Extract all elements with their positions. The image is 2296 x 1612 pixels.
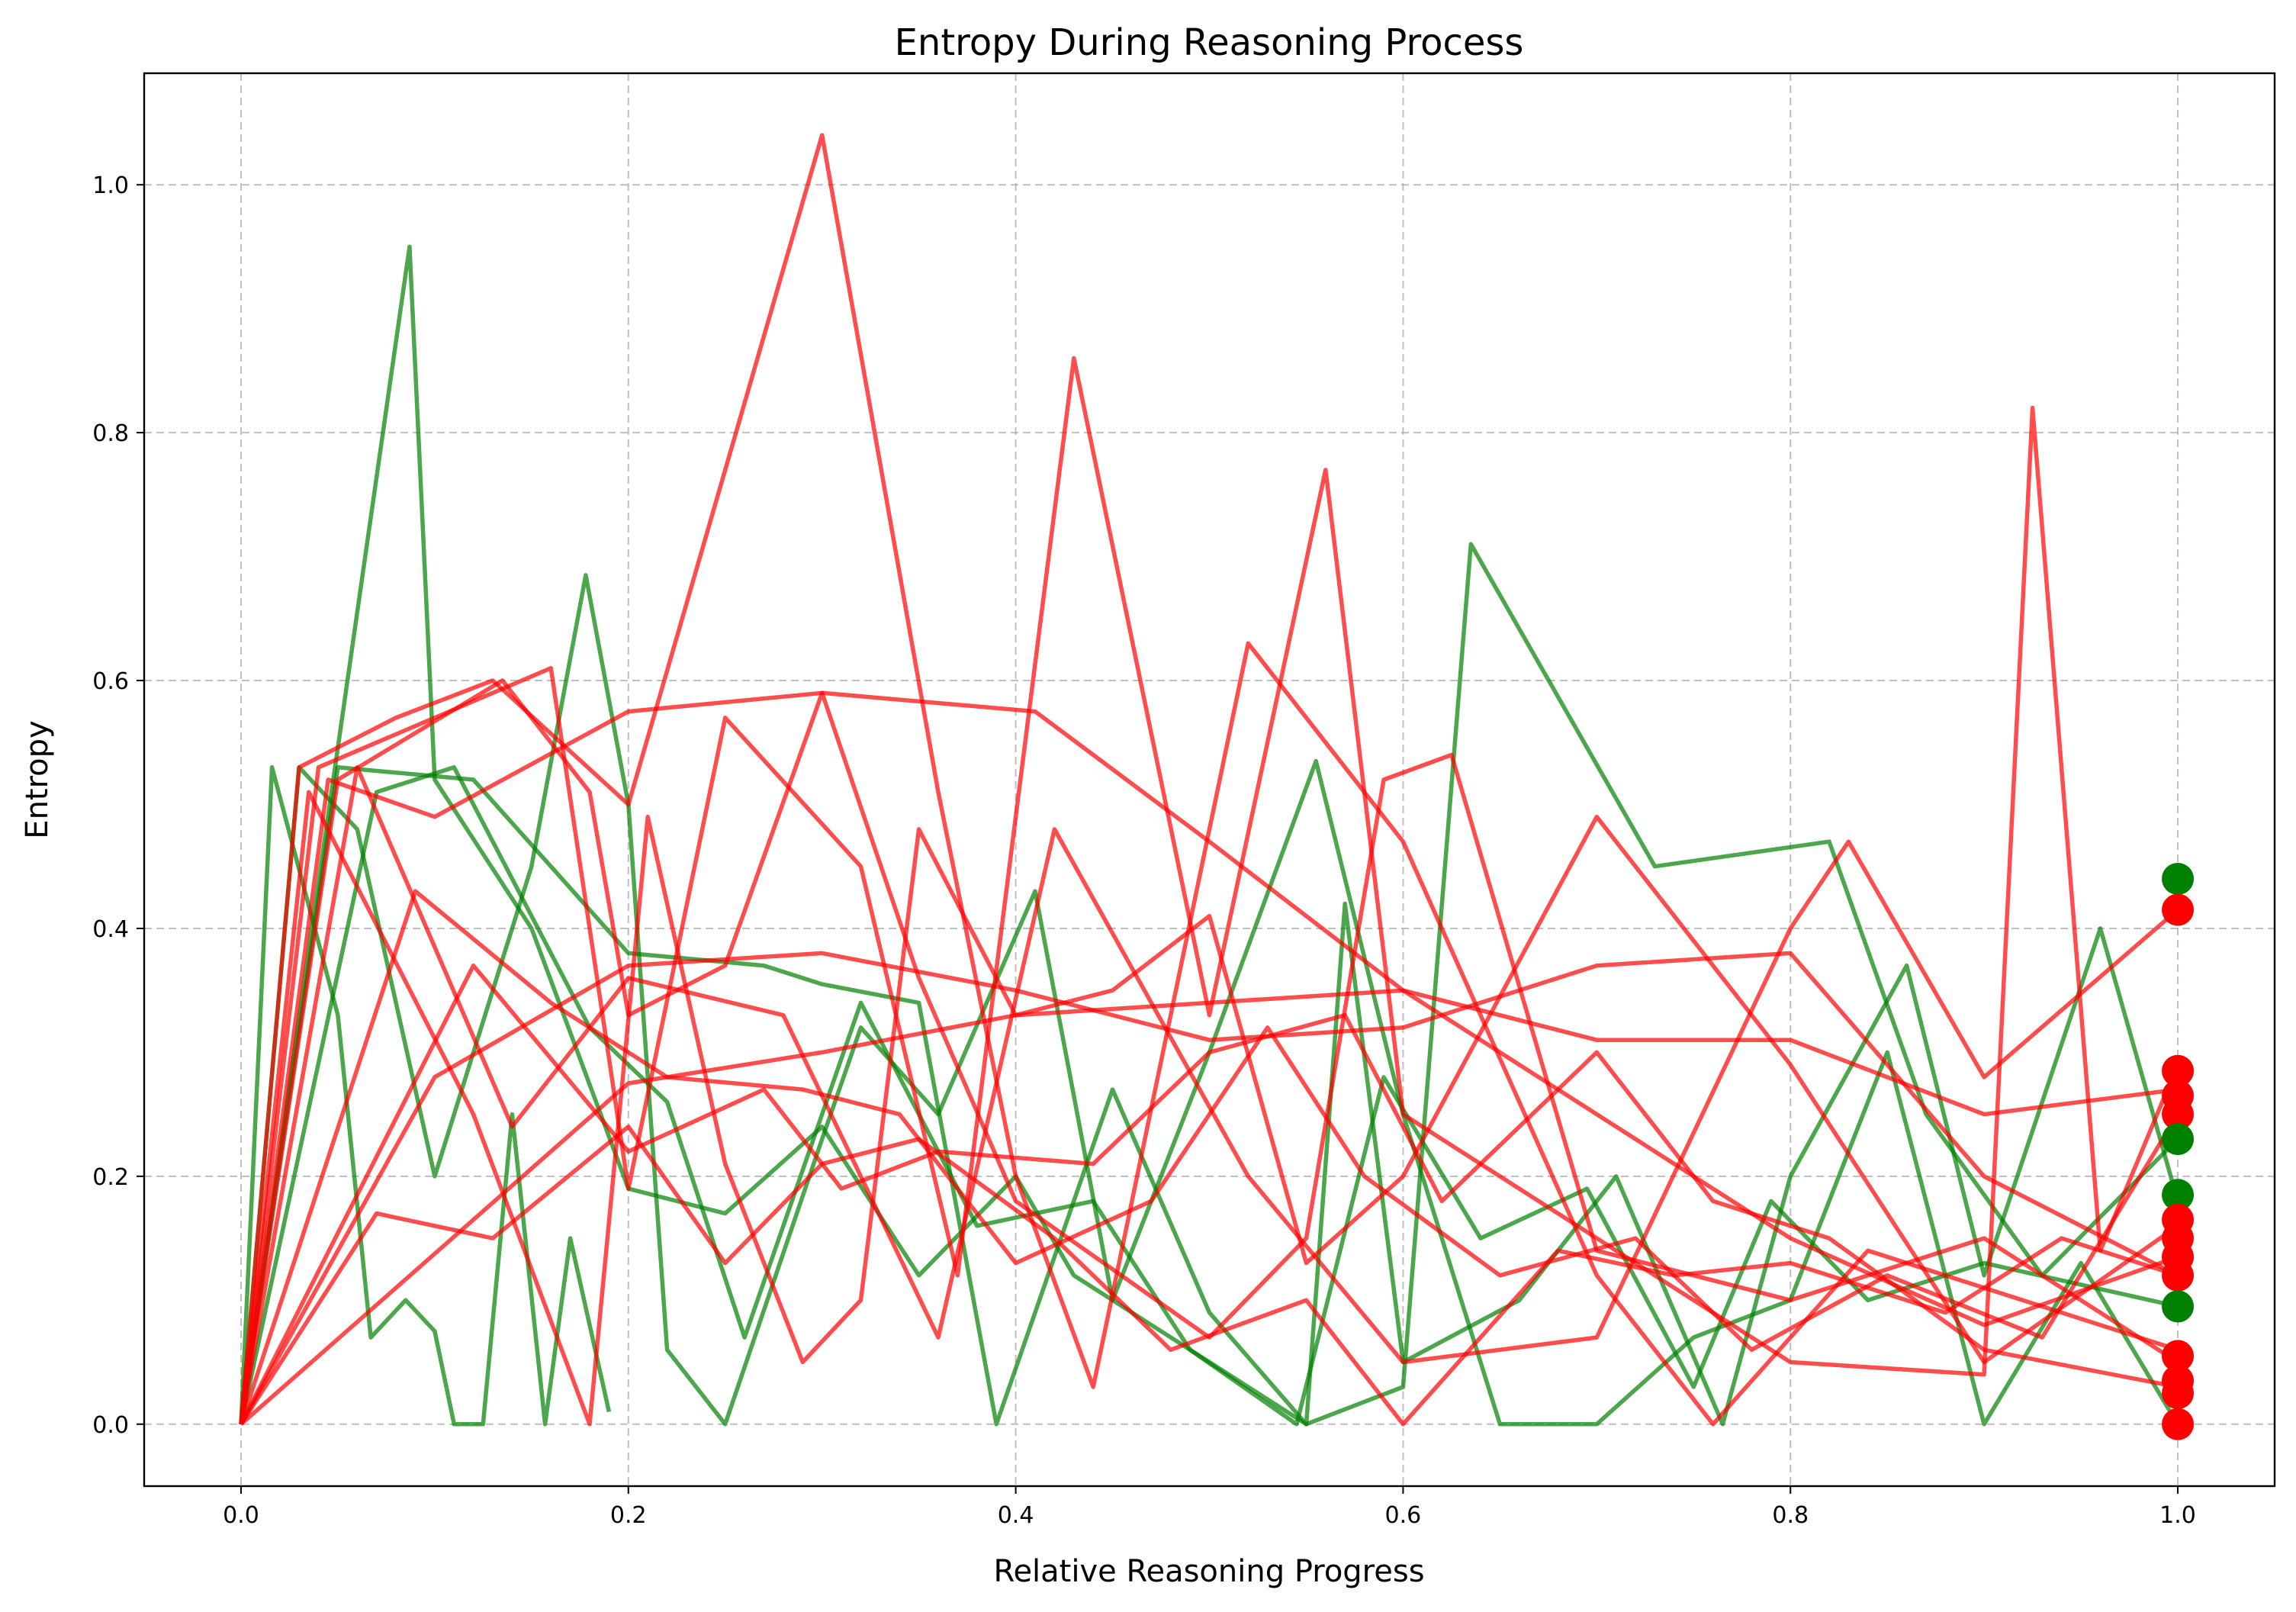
- incorrect-series-line: [239, 678, 2179, 1425]
- incorrect-end-point: [2162, 1408, 2195, 1440]
- correct-series-line: [239, 765, 2180, 1427]
- incorrect-series-line: [239, 690, 2179, 1425]
- incorrect-series-line: [239, 356, 2180, 1425]
- series-lines: [239, 133, 2180, 1427]
- correct-end-point: [2162, 1290, 2195, 1323]
- correct-end-point: [2162, 1179, 2195, 1211]
- incorrect-end-point: [2162, 1259, 2195, 1292]
- y-tick-label: 0.2: [92, 1164, 129, 1191]
- correct-series-line: [239, 765, 612, 1427]
- incorrect-series-line: [239, 951, 2179, 1426]
- x-tick-label: 0.0: [223, 1502, 259, 1529]
- incorrect-end-point: [2162, 1340, 2195, 1372]
- chart-title: Entropy During Reasoning Process: [895, 21, 1524, 64]
- y-tick-label: 1.0: [92, 172, 129, 199]
- axis-ticks: 0.0 0.2 0.4 0.6 0.8 1.0 0.0 0.2 0.4 0.6 0.8 1.0: [92, 172, 2196, 1529]
- incorrect-series-line: [239, 790, 2179, 1427]
- incorrect-series-line: [240, 988, 2179, 1426]
- x-tick-label: 0.8: [1772, 1502, 1809, 1529]
- y-axis-label: Entropy: [20, 720, 55, 838]
- incorrect-series-line: [239, 1125, 2179, 1427]
- incorrect-series-line: [239, 133, 2179, 1427]
- x-tick-label: 1.0: [2159, 1502, 2196, 1529]
- incorrect-end-point: [2162, 1054, 2195, 1087]
- incorrect-end-point: [2162, 1377, 2195, 1410]
- correct-end-point: [2162, 1123, 2195, 1156]
- grid: [144, 73, 2275, 1486]
- x-axis-label: Relative Reasoning Progress: [993, 1554, 1424, 1589]
- x-tick-label: 0.4: [998, 1502, 1034, 1529]
- x-tick-label: 0.6: [1385, 1502, 1422, 1529]
- y-tick-label: 0.4: [92, 916, 129, 943]
- correct-series-line: [239, 244, 2179, 1427]
- incorrect-end-point: [2162, 1098, 2195, 1131]
- end-markers: [2162, 862, 2195, 1440]
- y-tick-label: 0.6: [92, 668, 129, 695]
- y-tick-label: 0.8: [92, 420, 129, 447]
- incorrect-series-line: [239, 889, 2180, 1425]
- incorrect-series-line: [239, 963, 2179, 1426]
- incorrect-end-point: [2162, 893, 2195, 926]
- correct-end-point: [2162, 862, 2195, 895]
- incorrect-series-line: [239, 765, 2179, 1425]
- plot-area-frame: [143, 72, 2276, 1488]
- x-tick-label: 0.2: [610, 1502, 647, 1529]
- y-tick-label: 0.0: [92, 1412, 129, 1439]
